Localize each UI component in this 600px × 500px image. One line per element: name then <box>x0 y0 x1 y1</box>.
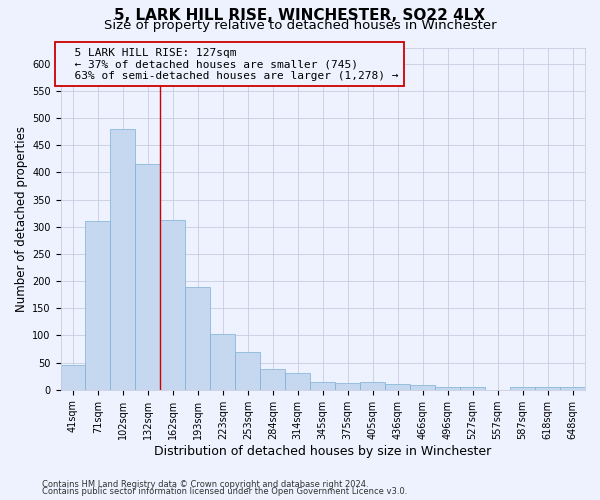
Bar <box>360 382 385 390</box>
Bar <box>160 220 185 390</box>
Y-axis label: Number of detached properties: Number of detached properties <box>15 126 28 312</box>
Bar <box>410 385 435 390</box>
Bar <box>85 221 110 390</box>
Text: 5 LARK HILL RISE: 127sqm
  ← 37% of detached houses are smaller (745)
  63% of s: 5 LARK HILL RISE: 127sqm ← 37% of detach… <box>61 48 398 80</box>
Bar <box>61 364 85 390</box>
Bar <box>110 129 136 390</box>
Text: 5, LARK HILL RISE, WINCHESTER, SO22 4LX: 5, LARK HILL RISE, WINCHESTER, SO22 4LX <box>115 8 485 22</box>
Text: Size of property relative to detached houses in Winchester: Size of property relative to detached ho… <box>104 19 496 32</box>
Bar <box>435 387 460 390</box>
Bar <box>260 369 285 390</box>
Bar <box>211 334 235 390</box>
Bar <box>136 164 160 390</box>
Text: Contains HM Land Registry data © Crown copyright and database right 2024.: Contains HM Land Registry data © Crown c… <box>42 480 368 489</box>
Bar <box>185 286 211 390</box>
Bar <box>510 387 535 390</box>
Bar <box>235 352 260 390</box>
Bar <box>335 383 360 390</box>
Bar <box>460 387 485 390</box>
Bar <box>285 373 310 390</box>
Bar <box>560 387 585 390</box>
Text: Contains public sector information licensed under the Open Government Licence v3: Contains public sector information licen… <box>42 487 407 496</box>
Bar <box>535 387 560 390</box>
Bar <box>310 382 335 390</box>
Bar <box>385 384 410 390</box>
X-axis label: Distribution of detached houses by size in Winchester: Distribution of detached houses by size … <box>154 444 491 458</box>
